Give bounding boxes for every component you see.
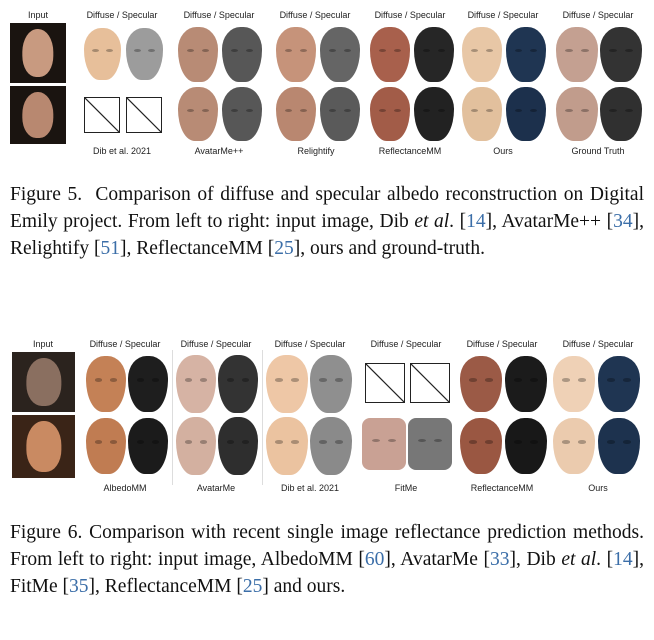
panel-divider <box>262 350 263 485</box>
specular-albedo <box>128 356 168 412</box>
diffuse-albedo <box>553 418 595 474</box>
diffuse-albedo <box>178 87 218 141</box>
method-label: Dib et al. 2021 <box>92 146 152 156</box>
cross-line-icon <box>410 363 450 403</box>
specular-albedo <box>218 417 258 475</box>
method-label: ReflectanceMM <box>470 483 534 493</box>
citation-link[interactable]: 35 <box>69 576 89 597</box>
method-header: Diffuse / Specular <box>86 10 158 20</box>
cross-line-icon <box>126 97 162 133</box>
diffuse-albedo <box>266 355 308 413</box>
method-label: AvatarMe++ <box>194 146 244 156</box>
method-header: Diffuse / Specular <box>467 10 539 20</box>
diffuse-albedo <box>462 87 502 141</box>
input-photo <box>12 352 75 412</box>
specular-albedo <box>414 87 454 141</box>
specular-albedo <box>506 87 546 141</box>
method-header: Diffuse / Specular <box>279 10 351 20</box>
input-header: Input <box>27 10 49 20</box>
diffuse-albedo <box>556 87 598 141</box>
input-header: Input <box>32 339 54 349</box>
cross-line-icon <box>365 363 405 403</box>
specular-albedo <box>598 418 640 474</box>
method-header: Diffuse / Specular <box>466 339 538 349</box>
specular-albedo <box>128 418 168 474</box>
method-header: Diffuse / Specular <box>562 339 634 349</box>
not-available-box <box>410 363 450 403</box>
cross-line-icon <box>84 97 120 133</box>
diffuse-albedo <box>460 418 502 474</box>
diffuse-albedo <box>370 27 410 82</box>
specular-albedo <box>320 27 360 82</box>
not-available-box <box>365 363 405 403</box>
figure-5-caption: Figure 5. Comparison of diffuse and spec… <box>10 184 644 259</box>
diffuse-albedo <box>266 417 308 475</box>
method-header: Diffuse / Specular <box>374 10 446 20</box>
specular-albedo <box>408 418 452 470</box>
specular-albedo <box>310 417 352 475</box>
method-label: AlbedoMM <box>103 483 147 493</box>
panel-divider <box>172 350 173 485</box>
specular-albedo <box>218 355 258 413</box>
method-header: Diffuse / Specular <box>274 339 346 349</box>
diffuse-albedo <box>460 356 502 412</box>
specular-albedo <box>222 87 262 141</box>
input-photo <box>10 86 66 144</box>
diffuse-albedo <box>178 27 218 82</box>
method-header: Diffuse / Specular <box>180 339 252 349</box>
diffuse-albedo <box>86 418 126 474</box>
diffuse-albedo <box>176 355 216 413</box>
citation-link[interactable]: 51 <box>100 238 120 259</box>
diffuse-albedo <box>553 356 595 412</box>
figure-5: Input Diffuse / Specular Diffuse / Specu… <box>0 0 654 165</box>
method-label: AvatarMe <box>196 483 236 493</box>
method-label: ReflectanceMM <box>378 146 442 156</box>
specular-albedo <box>126 28 163 80</box>
citation-link[interactable]: 34 <box>613 211 633 232</box>
diffuse-albedo <box>556 27 598 82</box>
diffuse-albedo <box>362 418 406 470</box>
diffuse-albedo <box>84 28 121 80</box>
not-available-box <box>126 97 162 133</box>
diffuse-albedo <box>462 27 502 82</box>
specular-albedo <box>414 27 454 82</box>
citation-link[interactable]: 14 <box>613 549 633 570</box>
method-label: Relightify <box>297 146 335 156</box>
specular-albedo <box>600 27 642 82</box>
diffuse-albedo <box>86 356 126 412</box>
citation-link[interactable]: 33 <box>490 549 510 570</box>
specular-albedo <box>505 418 547 474</box>
diffuse-albedo <box>276 27 316 82</box>
specular-albedo <box>222 27 262 82</box>
not-available-box <box>84 97 120 133</box>
method-label: Ground Truth <box>571 146 625 156</box>
diffuse-albedo <box>276 87 316 141</box>
specular-albedo <box>310 355 352 413</box>
figure-6-caption: Figure 6. Comparison with recent single … <box>10 522 644 597</box>
method-header: Diffuse / Specular <box>183 10 255 20</box>
method-header: Diffuse / Specular <box>562 10 634 20</box>
diffuse-albedo <box>370 87 410 141</box>
citation-link[interactable]: 25 <box>242 576 263 597</box>
method-header: Diffuse / Specular <box>370 339 442 349</box>
citation-link[interactable]: 60 <box>364 549 385 570</box>
method-header: Diffuse / Specular <box>89 339 161 349</box>
specular-albedo <box>600 87 642 141</box>
method-label: Dib et al. 2021 <box>280 483 340 493</box>
citation-link[interactable]: 25 <box>274 238 294 259</box>
method-label: Ours <box>493 146 513 156</box>
input-photo <box>10 23 66 83</box>
diffuse-albedo <box>176 417 216 475</box>
figure-6: Input Diffuse / Specular Diffuse / Specu… <box>0 330 654 500</box>
method-label: Ours <box>588 483 608 493</box>
specular-albedo <box>320 87 360 141</box>
specular-albedo <box>505 356 547 412</box>
input-photo <box>12 415 75 478</box>
specular-albedo <box>598 356 640 412</box>
citation-link[interactable]: 14 <box>466 211 486 232</box>
specular-albedo <box>506 27 546 82</box>
method-label: FitMe <box>394 483 418 493</box>
